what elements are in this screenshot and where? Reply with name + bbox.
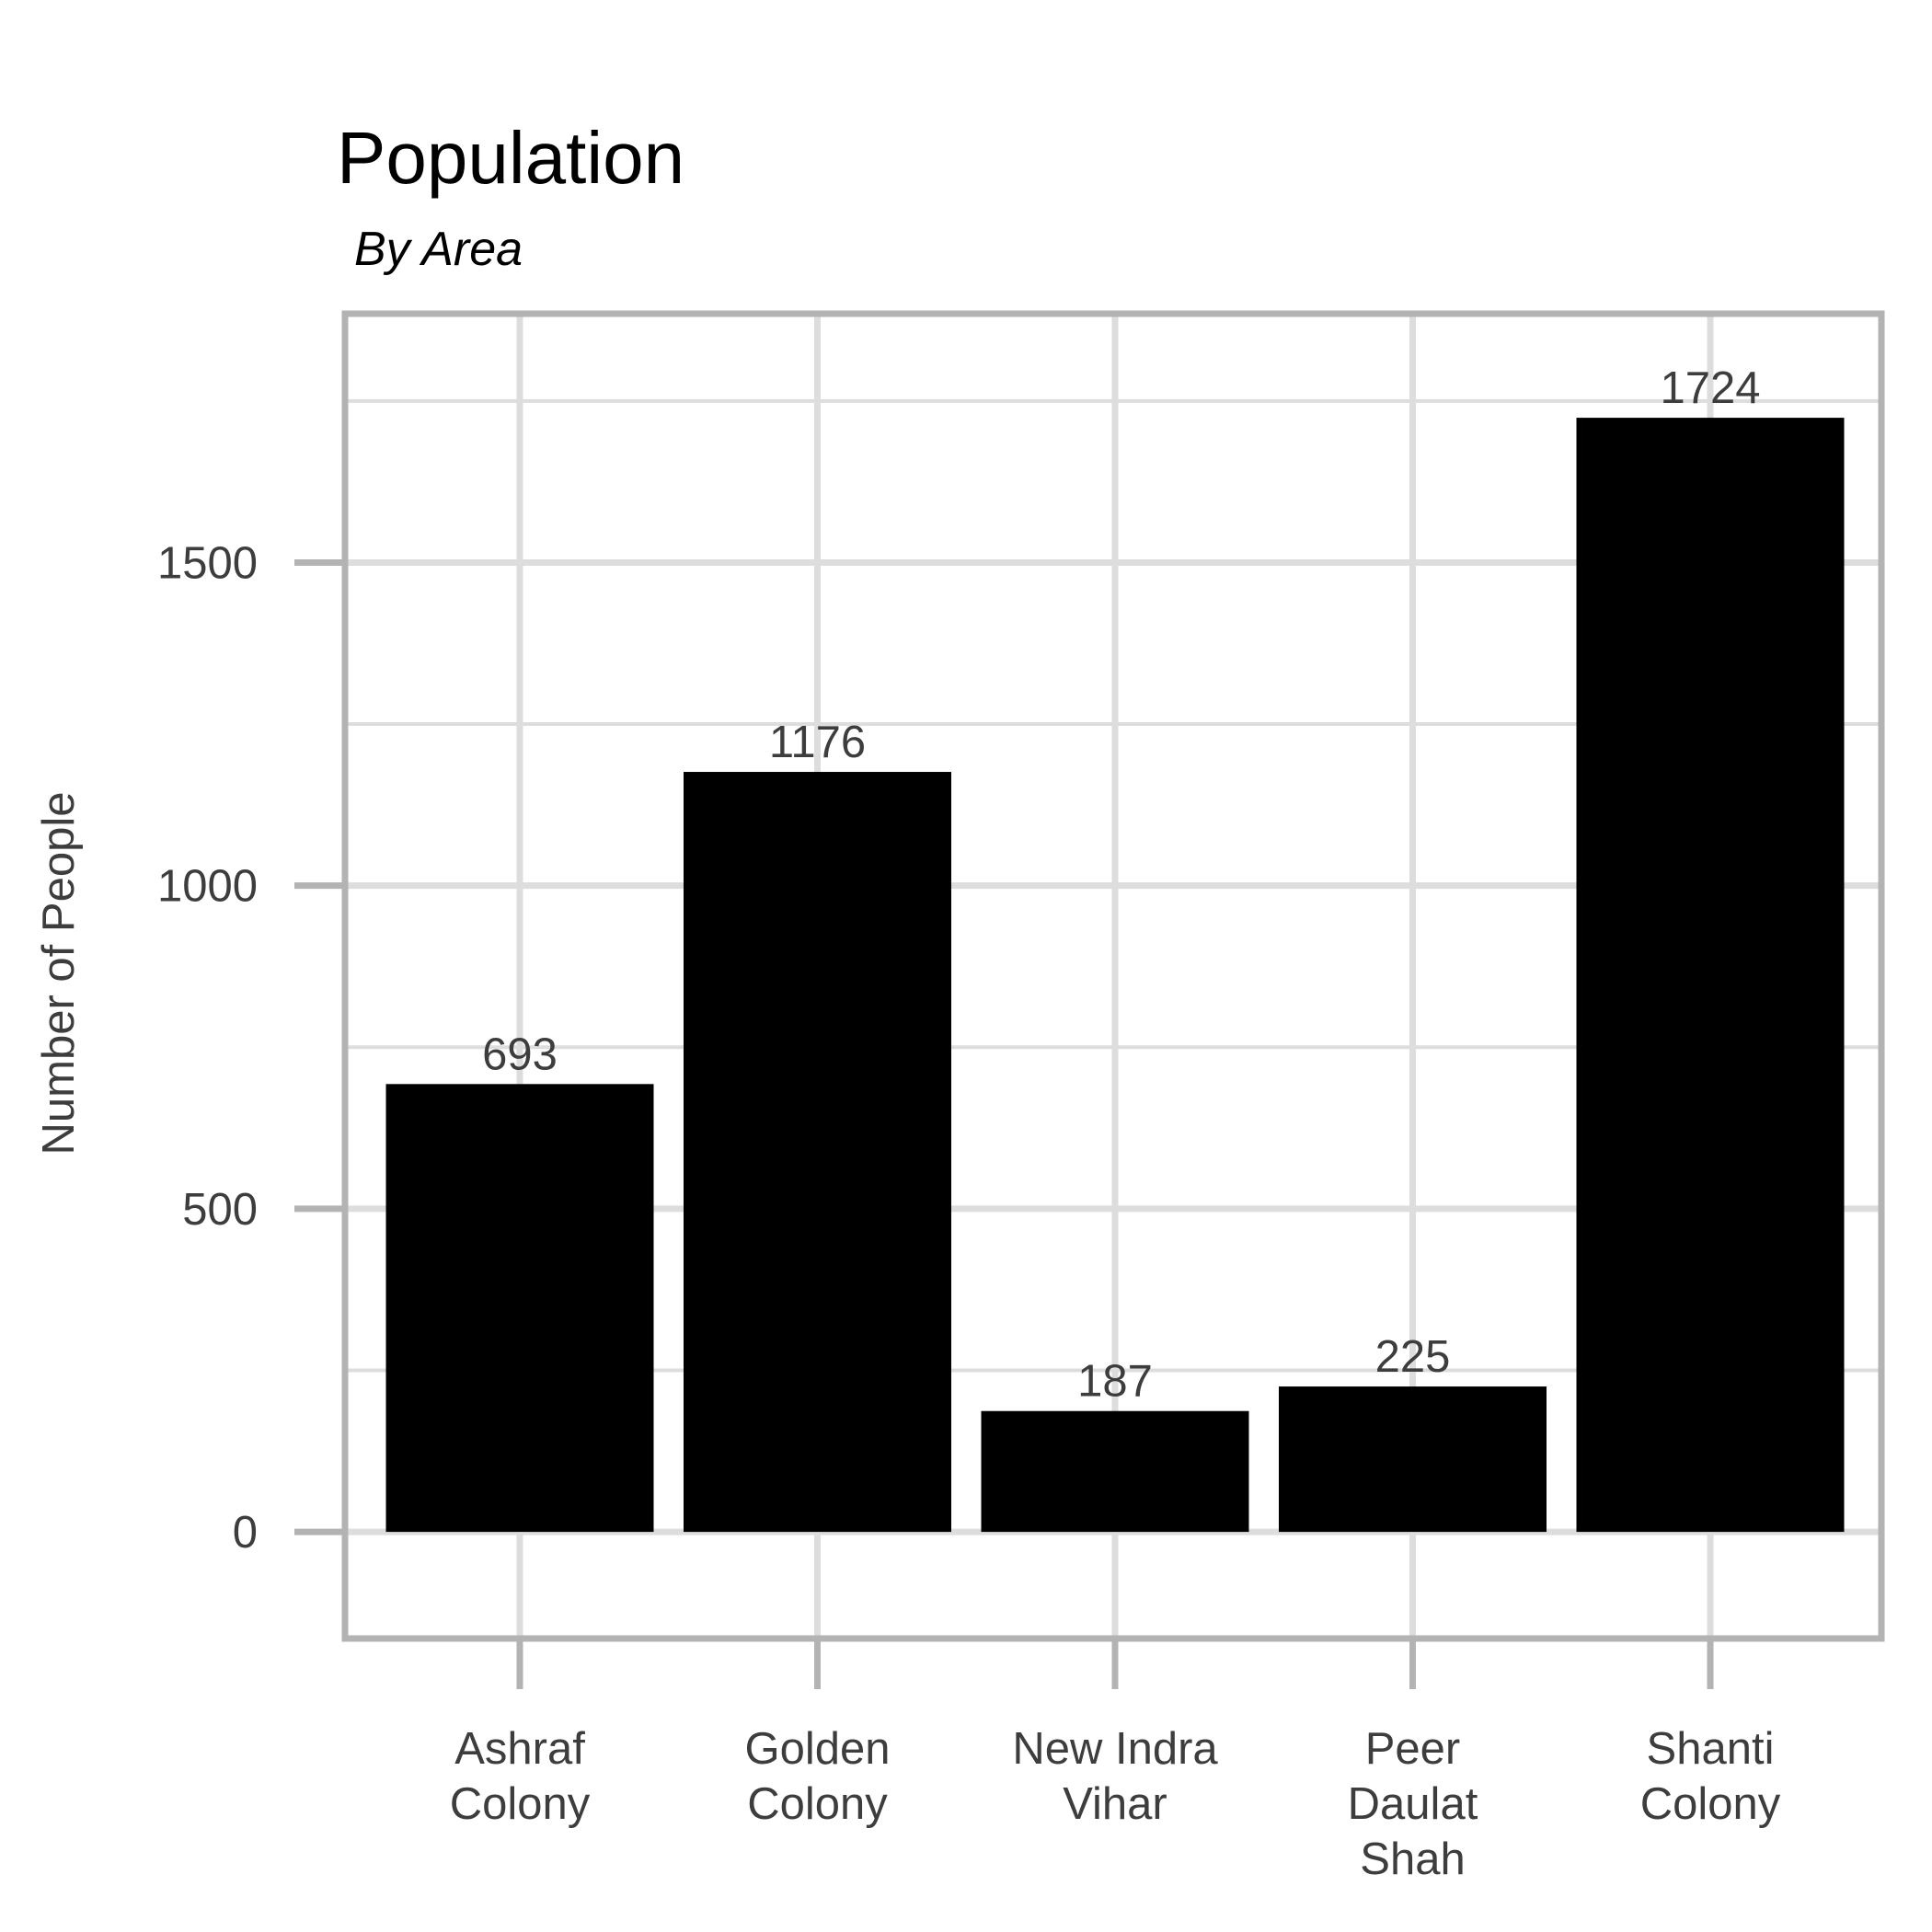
y-tick-label: 500: [182, 1185, 258, 1235]
bar: [981, 1410, 1249, 1533]
x-tick-label-line: Ashraf: [454, 1724, 585, 1774]
bar: [385, 1084, 654, 1533]
x-tick-label-line: Golden: [744, 1724, 890, 1774]
x-tick-label: Shanti Colony: [1640, 1724, 1781, 1829]
bar: [1279, 1386, 1547, 1533]
x-tick-label-line: Colony: [1640, 1779, 1781, 1829]
x-tick-label-line: Shanti: [1647, 1724, 1775, 1774]
y-tick-label: 0: [233, 1508, 258, 1558]
x-tick-label-line: Colony: [450, 1779, 591, 1829]
x-tick-label-line: Daulat: [1348, 1779, 1478, 1829]
y-axis-title: Number of People: [34, 792, 84, 1156]
x-tick-label-line: Peer: [1365, 1724, 1461, 1774]
x-tick-label-line: Shah: [1360, 1834, 1465, 1884]
data-labels: 693 1176 187 225 1724: [482, 363, 1760, 1407]
bar: [1576, 418, 1845, 1533]
x-tick-label: Peer Daulat Shah: [1348, 1724, 1478, 1884]
data-label: 225: [1375, 1332, 1451, 1382]
x-tick-label-line: New Indra: [1012, 1724, 1218, 1774]
x-tick-label-line: Vihar: [1063, 1779, 1167, 1829]
data-label: 187: [1077, 1357, 1153, 1407]
chart-title: Population: [337, 117, 685, 199]
y-axis: 0 500 1000 1500: [157, 538, 345, 1558]
bars: [385, 418, 1845, 1533]
chart-subtitle: By Area: [354, 223, 523, 276]
x-tick-label: New Indra Vihar: [1012, 1724, 1218, 1829]
bar: [684, 772, 951, 1533]
x-tick-label: Ashraf Colony: [450, 1724, 591, 1829]
x-tick-label: Golden Colony: [744, 1724, 890, 1829]
data-label: 1724: [1660, 363, 1760, 413]
y-tick-label: 1000: [157, 862, 258, 912]
y-tick-label: 1500: [157, 538, 258, 588]
x-tick-label-line: Colony: [747, 1779, 888, 1829]
data-label: 1176: [769, 718, 866, 767]
data-label: 693: [482, 1029, 558, 1079]
